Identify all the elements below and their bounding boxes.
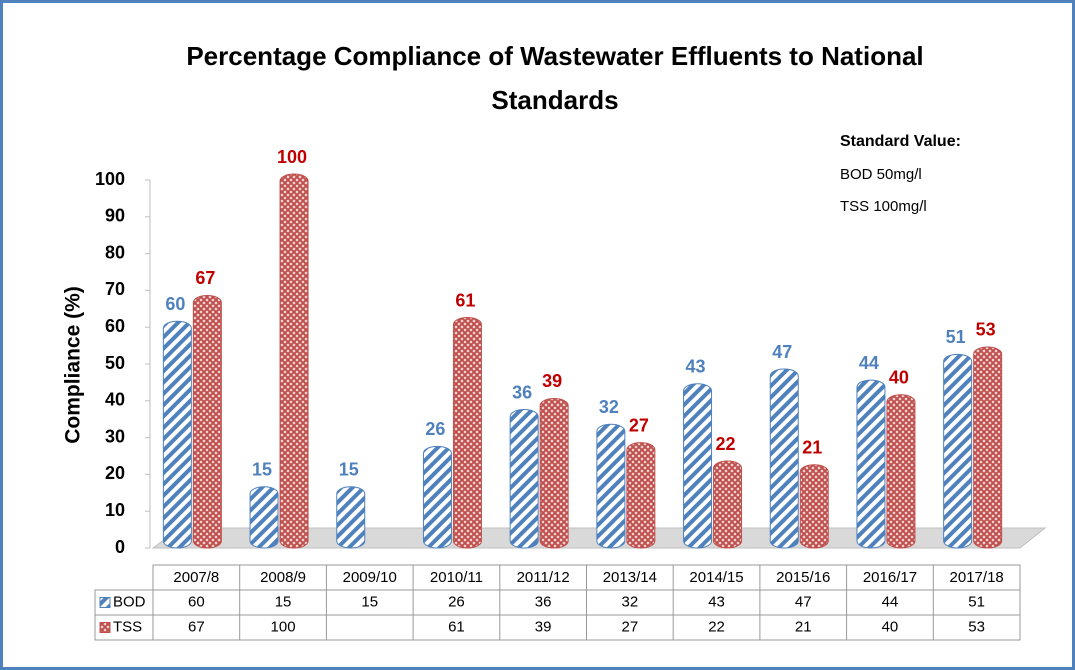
y-tick-label: 0	[115, 537, 125, 557]
x-tick-label: 2007/8	[173, 569, 219, 586]
bar	[943, 353, 973, 549]
bar	[856, 379, 886, 549]
table-cell: 40	[882, 618, 899, 635]
x-tick-label: 2009/10	[343, 569, 397, 586]
bar	[769, 368, 799, 549]
bar	[713, 460, 743, 549]
bar	[162, 320, 192, 549]
data-label: 26	[425, 419, 445, 439]
x-tick-label: 2017/18	[950, 569, 1004, 586]
data-label: 53	[976, 320, 996, 340]
data-label: 67	[195, 268, 215, 288]
data-label: 44	[859, 353, 879, 373]
bar	[452, 317, 482, 549]
y-tick-label: 100	[95, 169, 125, 189]
y-tick-label: 10	[105, 500, 125, 520]
annotation: TSS 100mg/l	[840, 198, 927, 215]
y-axis-label: Compliance (%)	[62, 286, 85, 444]
table-cell: 15	[275, 593, 292, 610]
x-tick-label: 2011/12	[517, 569, 570, 586]
data-label: 15	[339, 460, 359, 480]
annotation: BOD 50mg/l	[840, 166, 922, 183]
data-label: 27	[629, 415, 649, 435]
table-cell: 51	[968, 593, 985, 610]
data-label: 32	[599, 397, 619, 417]
table-cell: 27	[622, 618, 639, 635]
title-line: Percentage Compliance of Wastewater Effl…	[186, 41, 923, 71]
data-label: 60	[165, 294, 185, 314]
table-cell: 15	[361, 593, 378, 610]
bar	[422, 445, 452, 549]
y-tick-label: 40	[105, 390, 125, 410]
table-cell: 100	[271, 618, 296, 635]
legend-label: TSS	[113, 618, 142, 635]
bar	[279, 173, 309, 549]
bar	[596, 423, 626, 549]
table-cell: 67	[188, 618, 205, 635]
table-cell: 61	[448, 618, 465, 635]
data-label: 100	[277, 147, 307, 167]
data-label: 15	[252, 460, 272, 480]
bar	[886, 394, 916, 549]
data-label: 21	[802, 437, 822, 457]
x-tick-label: 2008/9	[260, 569, 306, 586]
table-cell: 53	[968, 618, 985, 635]
data-label: 36	[512, 382, 532, 402]
data-label: 43	[686, 357, 706, 377]
data-label: 22	[716, 434, 736, 454]
x-tick-label: 2010/11	[430, 569, 483, 586]
y-tick-label: 50	[105, 353, 125, 373]
data-label: 40	[889, 368, 909, 388]
table-cell: 32	[622, 593, 639, 610]
bar	[336, 486, 366, 549]
bar	[799, 464, 829, 549]
table-cell: 22	[708, 618, 725, 635]
y-tick-label: 20	[105, 463, 125, 483]
bar	[626, 442, 656, 549]
data-label: 61	[455, 290, 475, 310]
bar	[249, 486, 279, 549]
legend-swatch	[99, 597, 111, 608]
table-cell: 39	[535, 618, 552, 635]
table-cell: 21	[795, 618, 812, 635]
bar	[539, 397, 569, 549]
table-cell: 26	[448, 593, 465, 610]
data-label: 47	[772, 342, 792, 362]
table-cell: 36	[535, 593, 552, 610]
bar	[683, 383, 713, 549]
legend-label: BOD	[113, 593, 146, 610]
legend-swatch	[99, 622, 111, 633]
annotation: Standard Value:	[840, 133, 961, 150]
y-tick-label: 70	[105, 279, 125, 299]
table-cell: 60	[188, 593, 205, 610]
y-tick-label: 80	[105, 242, 125, 262]
data-label: 51	[946, 327, 966, 347]
bar	[192, 294, 222, 549]
data-label: 39	[542, 371, 562, 391]
x-tick-label: 2013/14	[603, 569, 657, 586]
table-cell: 47	[795, 593, 812, 610]
y-tick-label: 90	[105, 206, 125, 226]
title-line: Standards	[491, 85, 618, 115]
x-tick-label: 2016/17	[863, 569, 917, 586]
bar	[973, 346, 1003, 549]
table-cell: 43	[708, 593, 725, 610]
bar	[509, 409, 539, 549]
x-tick-label: 2014/15	[689, 569, 743, 586]
y-tick-label: 30	[105, 426, 125, 446]
y-tick-label: 60	[105, 316, 125, 336]
chart-title: Percentage Compliance of Wastewater Effl…	[186, 41, 923, 115]
table-cell: 44	[882, 593, 899, 610]
x-tick-label: 2015/16	[776, 569, 830, 586]
